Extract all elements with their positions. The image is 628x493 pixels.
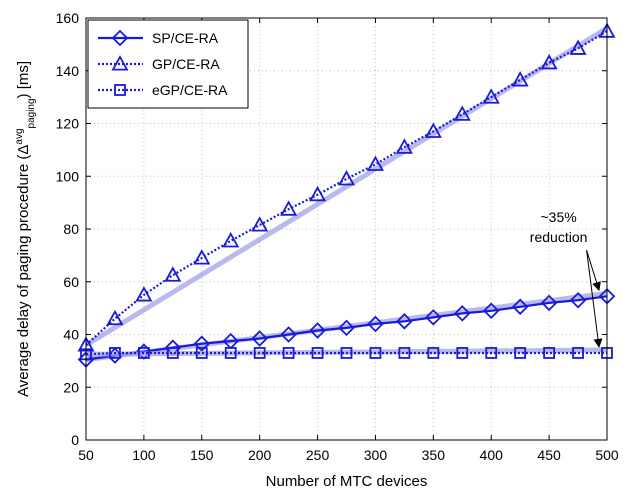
tick-layer: 50 100 150 200 250 300 350 400 450 500 0 20 40 60 80 10… xyxy=(56,10,619,463)
data-point xyxy=(164,266,182,282)
data-point xyxy=(251,330,268,347)
data-point xyxy=(280,326,297,343)
data-point xyxy=(569,39,587,55)
x-tick-label: 400 xyxy=(480,447,504,463)
data-point xyxy=(543,347,556,359)
legend: SP/CE-RA GP/CE-RA eGP/CE-RA xyxy=(87,19,249,109)
data-point xyxy=(338,319,355,337)
x-tick-label: 450 xyxy=(537,447,561,463)
annotation-arrow xyxy=(586,250,603,348)
y-tick-label: 140 xyxy=(56,63,80,79)
data-point xyxy=(109,347,121,359)
data-point xyxy=(166,347,179,359)
legend-entry: SP/CE-RA xyxy=(98,29,219,47)
data-point xyxy=(540,53,558,70)
x-tick-label: 350 xyxy=(422,447,446,463)
data-point xyxy=(425,309,442,326)
legend-entry: eGP/CE-RA xyxy=(98,82,228,98)
data-point xyxy=(282,347,295,359)
data-point xyxy=(280,200,298,216)
legend-label: eGP/CE-RA xyxy=(152,82,228,98)
series-gp-ce-ra xyxy=(77,22,616,352)
data-point xyxy=(427,347,440,359)
y-tick-label: 120 xyxy=(56,116,80,132)
y-tick-label: 0 xyxy=(71,432,79,448)
legend-marker xyxy=(114,84,126,96)
annotation-text: ~35% xyxy=(540,209,576,225)
data-point xyxy=(369,347,382,359)
data-point xyxy=(482,88,500,104)
y-axis-label-subscript: paging xyxy=(26,98,37,128)
data-point xyxy=(251,216,269,232)
y-tick-label: 80 xyxy=(63,221,79,237)
x-tick-label: 100 xyxy=(132,447,156,463)
legend-entry: GP/CE-RA xyxy=(98,55,220,72)
data-point xyxy=(454,305,471,322)
data-point xyxy=(367,315,384,333)
data-point xyxy=(253,347,266,359)
y-tick-label: 60 xyxy=(63,274,79,290)
x-tick-label: 50 xyxy=(78,447,94,463)
legend-marker xyxy=(111,55,129,71)
x-tick-label: 500 xyxy=(595,447,619,463)
data-point xyxy=(572,347,584,359)
data-point xyxy=(395,138,413,154)
annotation-arrow xyxy=(586,250,601,292)
data-point xyxy=(193,335,211,353)
data-point xyxy=(569,291,587,309)
data-point xyxy=(340,347,353,359)
data-point xyxy=(514,347,527,359)
y-tick-label: 40 xyxy=(63,327,79,343)
data-point xyxy=(456,347,469,359)
legend-marker xyxy=(111,29,129,47)
series-layer xyxy=(77,22,616,368)
x-tick-label: 200 xyxy=(248,447,272,463)
data-point xyxy=(511,298,529,316)
data-point xyxy=(424,122,442,138)
data-point xyxy=(453,105,471,121)
data-point xyxy=(366,155,384,171)
data-point xyxy=(398,347,411,359)
legend-label: GP/CE-RA xyxy=(152,56,220,72)
y-tick-label: 160 xyxy=(56,10,80,26)
x-tick-label: 150 xyxy=(190,447,214,463)
data-point xyxy=(137,347,150,359)
data-point xyxy=(309,185,327,202)
x-tick-label: 250 xyxy=(306,447,330,463)
y-axis-label-prefix: Average delay of paging procedure (Δ xyxy=(15,145,32,397)
data-point xyxy=(396,313,413,330)
y-tick-label: 20 xyxy=(63,379,79,395)
series-line xyxy=(85,351,607,356)
y-axis-label-superscript: avg xyxy=(14,128,25,144)
annotation-text: reduction xyxy=(530,229,588,245)
data-point xyxy=(311,347,324,359)
y-axis-label: Average delay of paging procedure (Δavgp… xyxy=(14,61,37,397)
data-point xyxy=(540,294,558,312)
data-point xyxy=(337,170,356,186)
annotation: ~35% reduction xyxy=(530,209,603,348)
data-point xyxy=(309,322,326,339)
data-point xyxy=(511,71,529,87)
y-tick-label: 100 xyxy=(56,168,80,184)
data-point xyxy=(106,309,124,326)
data-point xyxy=(224,347,237,359)
data-point xyxy=(485,347,498,359)
data-point xyxy=(135,286,153,302)
data-point xyxy=(195,347,208,359)
legend-label: SP/CE-RA xyxy=(152,30,219,46)
x-tick-label: 300 xyxy=(364,447,388,463)
data-point xyxy=(222,232,240,248)
x-axis-label: Number of MTC devices xyxy=(266,473,428,490)
data-point xyxy=(482,302,500,320)
y-axis-label-suffix: ) [ms] xyxy=(15,61,32,99)
data-point xyxy=(193,249,211,265)
